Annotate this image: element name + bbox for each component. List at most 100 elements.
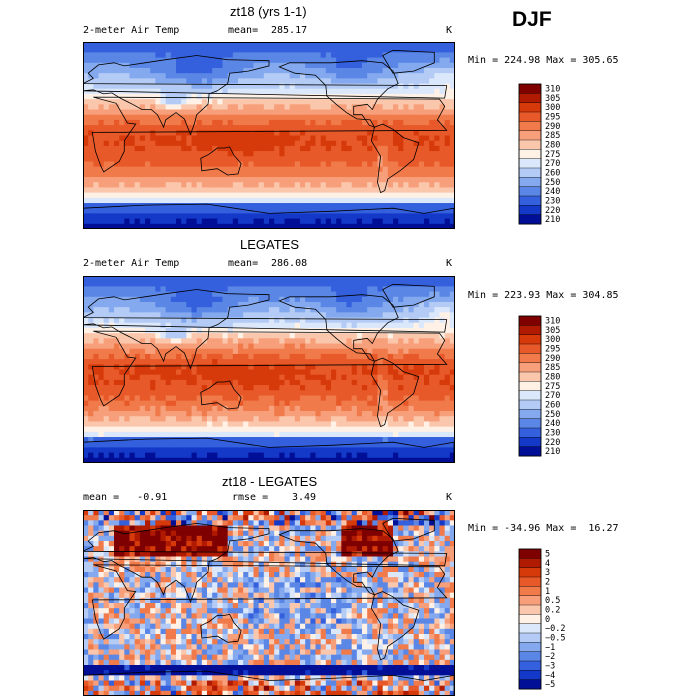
colorbar-1-tick-label-3: 295 <box>545 112 560 122</box>
map-2-coastline-6 <box>83 437 455 463</box>
colorbar-3-swatch-1 <box>518 558 542 569</box>
colorbar-1-swatch-4 <box>518 121 542 132</box>
colorbar-2-tick-label-11: 240 <box>545 419 560 429</box>
colorbar-2-swatch-8 <box>518 390 542 401</box>
colorbar-1-swatch-7 <box>518 149 542 160</box>
panel-3-units: K <box>446 492 453 503</box>
colorbar-3-tick-label-6: 0.2 <box>545 605 560 615</box>
colorbar-2-tick-label-2: 300 <box>545 335 560 345</box>
colorbar-3-swatch-0 <box>518 548 542 559</box>
colorbar-1-tick-label-13: 220 <box>545 206 560 216</box>
colorbar-2-tick-label-9: 260 <box>545 400 560 410</box>
colorbar-2-swatch-14 <box>518 446 542 457</box>
colorbar-2-swatch-6 <box>518 371 542 382</box>
colorbar-1-swatch-6 <box>518 139 542 150</box>
panel-3-title: zt18 - LEGATES <box>222 474 318 489</box>
colorbar-3-tick-label-13: −4 <box>545 671 555 681</box>
colorbar-3-swatch-6 <box>518 604 542 615</box>
panel-1-units: K <box>446 25 453 36</box>
colorbar-3-tick-label-9: −0.5 <box>545 633 565 643</box>
colorbar-3-tick-label-4: 1 <box>545 587 550 597</box>
colorbar-3-swatch-10 <box>518 642 542 653</box>
panel-1-minmax: Min = 224.98 Max = 305.65 <box>468 55 619 66</box>
map-2-coastline-5 <box>382 283 435 308</box>
colorbar-3-tick-label-5: 0.5 <box>545 596 560 606</box>
colorbar-3-tick-label-12: −3 <box>545 661 555 671</box>
colorbar-3-swatch-2 <box>518 567 542 578</box>
colorbar-1-swatch-10 <box>518 177 542 188</box>
colorbar-2-swatch-10 <box>518 409 542 420</box>
colorbar-3-tick-label-0: 5 <box>545 549 550 559</box>
colorbar-2-tick-label-4: 290 <box>545 354 560 364</box>
colorbar-2-swatch-5 <box>518 362 542 373</box>
colorbar-2-swatch-13 <box>518 437 542 448</box>
map-1-coastline-1 <box>83 55 448 136</box>
colorbar-1-swatch-8 <box>518 158 542 169</box>
colorbar-2-swatch-4 <box>518 353 542 364</box>
colorbar-2-swatch-7 <box>518 381 542 392</box>
colorbar-3-tick-label-10: −1 <box>545 643 555 653</box>
colorbar-1-swatch-12 <box>518 195 542 206</box>
colorbar-3-swatch-13 <box>518 670 542 681</box>
colorbar-1-swatch-3 <box>518 111 542 122</box>
colorbar-1-swatch-13 <box>518 205 542 216</box>
colorbar-2-tick-label-6: 280 <box>545 372 560 382</box>
map-2-coastline-2 <box>278 294 399 362</box>
colorbar-3-tick-label-8: −0.2 <box>545 624 565 634</box>
colorbar-2-tick-label-13: 220 <box>545 438 560 448</box>
map-1-coastline-0 <box>91 96 448 173</box>
colorbar-2-swatch-2 <box>518 334 542 345</box>
panel-2-map <box>83 276 455 463</box>
panel-3-mean-label: mean = -0.91 <box>83 492 168 503</box>
colorbar-2-tick-label-1: 305 <box>545 326 560 336</box>
colorbar-1-swatch-1 <box>518 93 542 104</box>
colorbar-2-swatch-0 <box>518 315 542 326</box>
panel-1-colorbar: 3103053002952902852802752702602502402302… <box>518 83 560 225</box>
colorbar-2-swatch-12 <box>518 427 542 438</box>
panel-3-stat-value: 3.49 <box>292 492 317 503</box>
colorbar-1-swatch-9 <box>518 167 542 178</box>
colorbar-2-tick-label-10: 250 <box>545 410 560 420</box>
colorbar-3-swatch-5 <box>518 595 542 606</box>
panel-3-minmax: Min = -34.96 Max = 16.27 <box>468 523 619 534</box>
colorbar-3-tick-label-14: −5 <box>545 680 555 690</box>
map-3-coastline-4 <box>200 613 242 643</box>
colorbar-2-tick-label-5: 285 <box>545 363 560 373</box>
colorbar-1-tick-label-11: 240 <box>545 187 560 197</box>
colorbar-3-swatch-14 <box>518 679 542 690</box>
colorbar-1-swatch-14 <box>518 214 542 225</box>
map-2-coastline-1 <box>83 289 448 370</box>
colorbar-2-swatch-3 <box>518 343 542 354</box>
map-1-coastline-5 <box>382 49 435 74</box>
colorbar-1-tick-label-14: 210 <box>545 215 560 225</box>
map-3-coastline-5 <box>382 517 435 542</box>
panel-2-field-label: 2-meter Air Temp <box>83 258 180 269</box>
panel-1-stat-label: mean= <box>228 25 259 36</box>
colorbar-3-swatch-4 <box>518 586 542 597</box>
panel-2-title: LEGATES <box>240 237 300 252</box>
panel-1-field-label: 2-meter Air Temp <box>83 25 180 36</box>
panel-1-map <box>83 42 455 229</box>
panel-3-stat-label: rmse = <box>232 492 269 503</box>
colorbar-3-tick-label-1: 4 <box>545 559 550 569</box>
colorbar-2-swatch-11 <box>518 418 542 429</box>
colorbar-3-swatch-7 <box>518 614 542 625</box>
colorbar-2-swatch-1 <box>518 325 542 336</box>
colorbar-1-tick-label-0: 310 <box>545 84 560 94</box>
colorbar-3-swatch-11 <box>518 651 542 662</box>
map-2-coastline-0 <box>91 330 448 407</box>
colorbar-1-swatch-5 <box>518 130 542 141</box>
colorbar-2-tick-label-7: 275 <box>545 382 560 392</box>
map-3-coastline-3 <box>370 591 420 661</box>
colorbar-1-tick-label-9: 260 <box>545 168 560 178</box>
colorbar-1-swatch-0 <box>518 83 542 94</box>
map-2-coastline-4 <box>200 380 242 410</box>
colorbar-2-tick-label-12: 230 <box>545 428 560 438</box>
colorbar-1-tick-label-10: 250 <box>545 178 560 188</box>
colorbar-3-tick-label-2: 3 <box>545 568 550 578</box>
colorbar-1-tick-label-2: 300 <box>545 103 560 113</box>
colorbar-2-tick-label-8: 270 <box>545 391 560 401</box>
map-3-coastline-2 <box>278 528 399 596</box>
colorbar-1-tick-label-1: 305 <box>545 94 560 104</box>
